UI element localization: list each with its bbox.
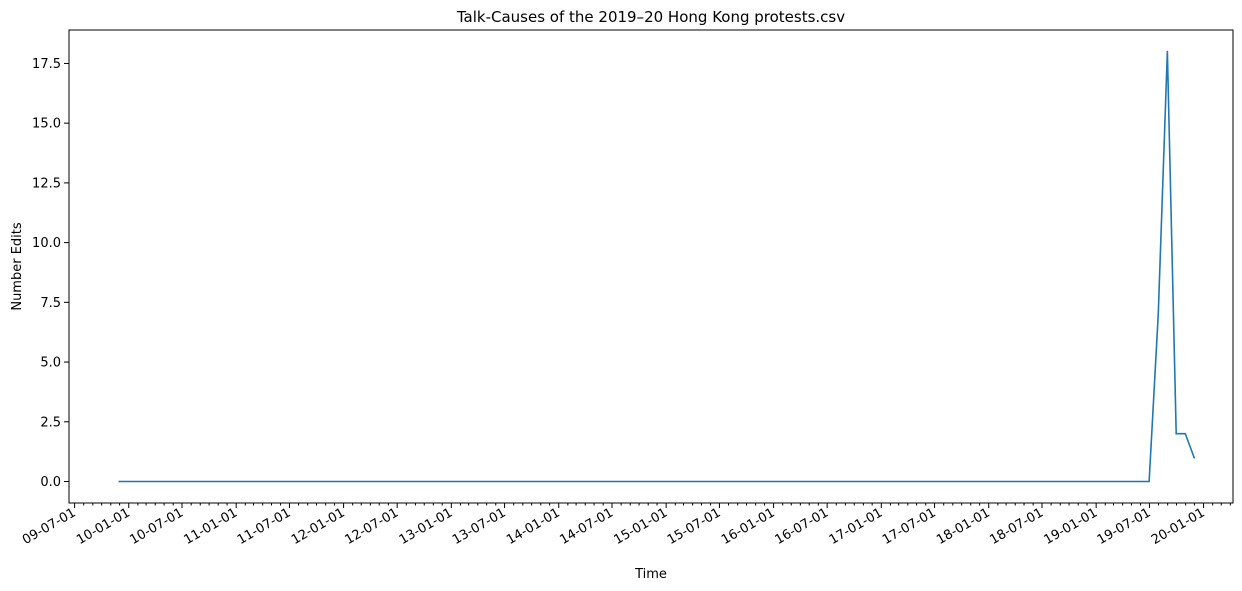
series-layer: [118, 50, 1196, 483]
x-axis-label: Time: [634, 567, 667, 582]
data-point: [1148, 480, 1150, 483]
x-tick-label: 16-07-01: [773, 505, 832, 547]
x-tick-label: 18-07-01: [987, 505, 1046, 547]
x-tick-label: 14-07-01: [557, 505, 616, 547]
data-point: [1175, 432, 1177, 435]
x-tick-label: 09-07-01: [20, 505, 79, 547]
x-tick-label: 17-07-01: [880, 505, 939, 547]
y-tick-label: 12.5: [32, 176, 61, 191]
data-point: [118, 480, 121, 483]
y-tick-label: 10.0: [32, 236, 61, 251]
y-tick-label: 7.5: [40, 296, 61, 311]
x-tick-label: 16-01-01: [719, 505, 778, 547]
y-tick-label: 17.5: [32, 57, 61, 72]
data-point: [1184, 432, 1187, 435]
x-tick-label: 13-07-01: [450, 505, 509, 547]
x-tick-label: 19-07-01: [1095, 505, 1154, 547]
y-axis-label: Number Edits: [10, 222, 25, 311]
x-tick-label: 12-01-01: [289, 505, 348, 547]
x-tick-label: 15-01-01: [612, 505, 671, 547]
y-axis: 0.0 2.5 5.0 7.5 10.0 12.5 15.0 17.5: [32, 57, 69, 490]
x-tick-label: 10-07-01: [127, 505, 186, 547]
x-tick-label: 19-01-01: [1042, 505, 1101, 547]
data-point: [1157, 313, 1160, 316]
x-tick-label: 15-07-01: [665, 505, 724, 547]
x-tick-label: 18-01-01: [934, 505, 993, 547]
y-tick-label: 2.5: [40, 415, 61, 430]
x-tick-label: 11-07-01: [235, 505, 294, 547]
x-tick-label: 12-07-01: [343, 505, 402, 547]
x-tick-label: 20-01-01: [1149, 505, 1208, 547]
x-tick-label: 13-01-01: [397, 505, 456, 547]
chart-title: Talk-Causes of the 2019–20 Hong Kong pro…: [456, 8, 845, 26]
x-tick-label: 10-01-01: [74, 505, 133, 547]
series-line-0: [118, 50, 1196, 483]
plot-area-frame: [68, 29, 1234, 504]
x-tick-label: 14-01-01: [504, 505, 563, 547]
x-tick-label: 17-01-01: [827, 505, 886, 547]
data-point: [1193, 456, 1195, 459]
x-axis: 09-07-0110-01-0110-07-0111-01-0111-07-01…: [20, 503, 1231, 548]
x-tick-label: 11-01-01: [182, 505, 241, 547]
y-tick-label: 0.0: [40, 475, 61, 490]
y-tick-label: 5.0: [40, 356, 61, 371]
y-tick-label: 15.0: [32, 117, 61, 132]
data-point: [1166, 50, 1169, 53]
